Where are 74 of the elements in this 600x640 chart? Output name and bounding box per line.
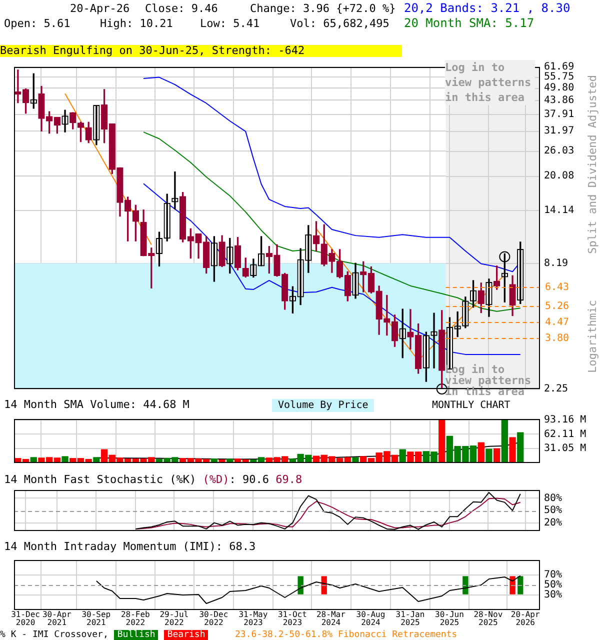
x-tick-label: 31-Jan 2025 (396, 610, 425, 628)
y-tick-label: 37.91 (544, 108, 574, 120)
text: (%K) (168, 473, 196, 486)
bar (438, 420, 446, 463)
y-axis-title: Split and Dividend Adjusted (586, 75, 599, 254)
text: 14 Month Intraday Momentum (IMI): 68.3 (4, 540, 256, 553)
y-tick-label: 50% (544, 505, 562, 516)
text: 20-Apr-26 (70, 2, 130, 15)
legend-title: % K - IMI Crossover, (0, 630, 108, 640)
bar (62, 456, 68, 463)
y-tick-label: 62.11 M (544, 428, 586, 440)
ref-line-label: 5.26 (545, 301, 570, 312)
text: Low: 5.41 (200, 17, 260, 30)
y-tick-label: 2.25 (544, 384, 568, 395)
ref-line-label: 6.43 (545, 282, 570, 294)
band-label: Volume By Price (272, 399, 374, 412)
chart-title: 14 Month Fast Stochastic (4, 473, 163, 486)
x-tick-label: 29-Jul 2022 (160, 610, 189, 628)
text: (%D) (202, 473, 230, 486)
text: Bearish Engulfing on 30-Jun-25, Strength: -642 (0, 44, 402, 57)
text: Logarithmic (586, 300, 599, 373)
text: : 90.6 (229, 473, 269, 486)
y-tick-label: 80% (544, 492, 562, 504)
annotation: Log in to view patterns in this area (445, 363, 532, 398)
text: Bullish (114, 630, 158, 640)
bar (486, 448, 492, 463)
y-tick-label: 61.69 (544, 62, 574, 73)
y-tick-label: 31.97 (544, 126, 574, 137)
text: Vol: 65,682,495 (290, 17, 390, 30)
text: 69.8 (274, 473, 302, 486)
y-tick-label: 70% (544, 570, 562, 581)
text: Bearish (164, 630, 208, 640)
bar (501, 420, 508, 463)
x-tick-label: 28-Feb 2022 (120, 610, 150, 628)
text: 14 Month SMA Volume: 44.68 M (4, 398, 190, 411)
y-tick-label: 30% (544, 590, 562, 601)
y-tick-label: 20.08 (544, 170, 574, 182)
x-tick-label: 30-Apr 2021 (42, 610, 72, 628)
ref-line-label: 4.47 (545, 317, 570, 328)
x-tick-label: 30-Jun 2025 (435, 610, 464, 628)
bar (478, 442, 484, 463)
text: 23.6-38.2-50-61.8% Fibonacci Retracements (235, 630, 458, 640)
y-tick-label: 49.80 (544, 82, 574, 94)
text: 20,2 Bands: 3.21 , 8.30 (404, 1, 570, 15)
text: High: 10.21 (100, 17, 173, 30)
x-tick-label: 31-Dec 2020 (11, 610, 40, 628)
y-tick-label: 20% (544, 517, 562, 528)
y-tick-label: 14.14 (544, 204, 574, 216)
x-tick-label: 20-Apr 2026 (510, 610, 540, 628)
x-tick-label: 28-Nov 2025 (474, 610, 503, 628)
bar (399, 449, 406, 463)
text: MONTHLY CHART (432, 399, 510, 412)
x-tick-label: 28-Mar 2024 (316, 610, 346, 628)
y-tick-label: 93.16 M (544, 414, 586, 426)
text: Open: 5.61 (4, 17, 70, 30)
text: 20 Month SMA: 5.17 (404, 16, 534, 30)
y-tick-label: 26.03 (544, 146, 574, 157)
bar (493, 448, 500, 463)
y-tick-label: 43.86 (544, 94, 574, 106)
y-tick-label: 31.05 M (544, 443, 586, 454)
y-tick-label: 50% (544, 580, 562, 591)
x-tick-label: 30-Sep 2021 (82, 610, 111, 628)
text: Change: 3.96 {+72.0 %} (250, 2, 396, 15)
bar (509, 437, 516, 463)
y-tick-label: 8.19 (544, 258, 568, 269)
text: Close: 9.46 (145, 2, 218, 15)
annotation: Log in to view patterns in this area (445, 60, 535, 105)
y-tick-label: 55.75 (544, 71, 574, 82)
x-tick-label: 31-Oct 2023 (278, 610, 308, 628)
x-tick-label: 30-Dec 2022 (199, 610, 228, 628)
ref-line-label: 3.80 (545, 333, 570, 344)
x-tick-label: 30-Aug 2024 (356, 610, 386, 628)
bar (517, 432, 524, 463)
x-tick-label: 31-May 2023 (238, 610, 268, 628)
